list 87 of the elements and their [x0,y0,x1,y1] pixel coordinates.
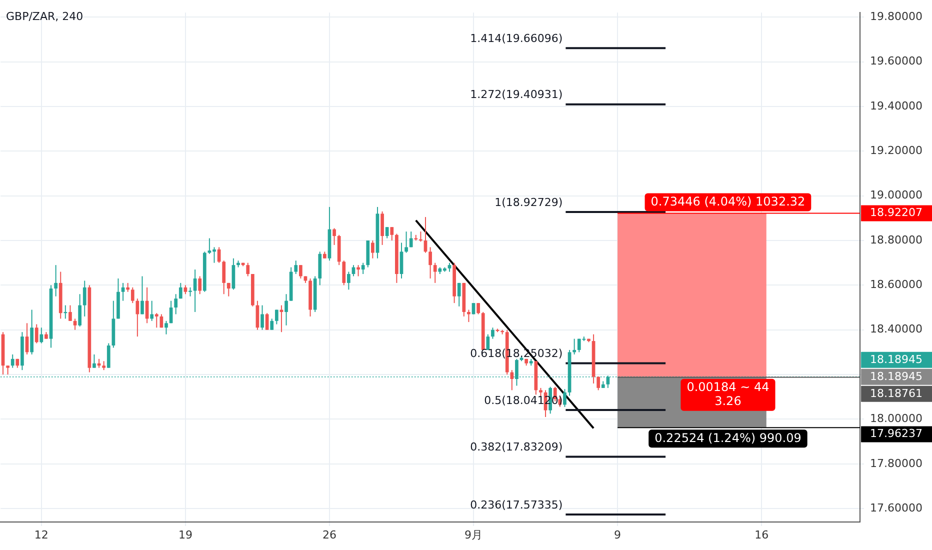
candlestick [10,354,14,368]
x-tick-label: 9 [614,528,622,542]
candlestick [385,226,389,239]
candlestick [226,282,230,297]
candlestick [284,294,288,326]
text: 18.18945 [870,370,922,383]
candlestick [404,231,408,254]
x-tick-label: 19 [178,528,192,542]
candlestick [193,269,197,312]
ref-line-label: 0.382(17.83209) [470,440,563,454]
candlestick [164,320,168,335]
candlestick [246,262,250,277]
candlestick [428,246,432,279]
candlestick [265,312,269,330]
candlestick [433,262,437,284]
candlestick [400,242,404,279]
y-tick-label: 18.00000 [870,412,922,426]
candlestick [78,294,82,328]
candlestick [596,376,600,391]
y-tick-label: 18.60000 [870,278,922,292]
candlestick [54,264,58,297]
candlestick [34,324,38,344]
candlestick [130,286,134,304]
x-tick-label: 12 [34,528,48,542]
candlestick [270,318,274,330]
candlestick [82,280,86,317]
candlestick [347,271,350,290]
candlestick [332,228,336,246]
candlestick [476,302,480,315]
candlestick [342,260,346,286]
candlestick [40,327,44,344]
candlestick [232,258,236,290]
y-tick-label: 17.60000 [870,501,922,514]
candlestick [106,342,110,368]
candlestick [198,276,202,295]
candlestick [294,260,298,275]
candlestick [409,231,413,248]
candlestick [356,264,360,277]
y-tick-label: 18.40000 [870,322,922,336]
candlestick [121,282,125,302]
ref-line-label: 1.414(19.66096) [470,32,563,45]
candlestick [73,318,77,330]
candlestick [150,300,154,322]
candlestick [572,338,576,355]
candlestick [154,312,158,328]
candlestick [222,260,226,295]
candlestick [140,276,144,315]
candlestick [390,226,394,241]
x-tick-label: 16 [754,528,769,542]
y-tick-label: 17.80000 [870,456,922,470]
candlestick [563,388,566,408]
y-tick-label: 19.40000 [870,99,922,112]
y-tick-label: 19.20000 [870,144,922,157]
candlestick [174,294,178,315]
candlestick [178,282,182,300]
chart-title: GBP/ZAR, 240 [6,10,84,23]
ref-line-label: 18.92207 [870,206,922,220]
ref-line-label: 18.18945 [870,352,922,366]
annotation: 0.00184 ~ 44 3.26 [686,380,770,408]
candlestick [361,262,365,275]
candlestick [371,240,374,259]
candlestick [260,304,264,330]
y-tick-label: 19.00000 [870,188,922,202]
x-tick-label: 26 [322,528,336,542]
candlestick [64,304,68,320]
annotation: 0.22524 (1.24%) 990.09 [654,430,802,445]
candlestick [491,327,494,340]
candlestick [274,309,278,325]
ref-line-label: 0.236(17.57335) [470,498,563,512]
ref-line-label: 1.272(19.40931) [470,88,563,102]
x-tick-label: 9月 [464,528,483,542]
ref-line-label: 18.18761 [870,386,922,400]
candlestick [68,304,72,322]
candlestick [457,282,461,307]
candlestick [467,309,470,323]
candlestick [486,334,490,350]
candlestick [92,354,96,368]
candlestick [510,370,514,391]
y-tick-label: 19.60000 [870,54,922,68]
annotation: 0.73446 (4.04%) 1032.32 [650,194,806,208]
ref-line-label: 17.96237 [870,427,922,440]
y-tick-label: 18.80000 [870,233,922,246]
ref-line-label: 1(18.92729) [494,196,563,209]
candlestick [419,231,422,242]
candlestick [380,210,384,246]
candlestick [298,264,302,279]
y-tick-label: 19.80000 [870,10,922,23]
